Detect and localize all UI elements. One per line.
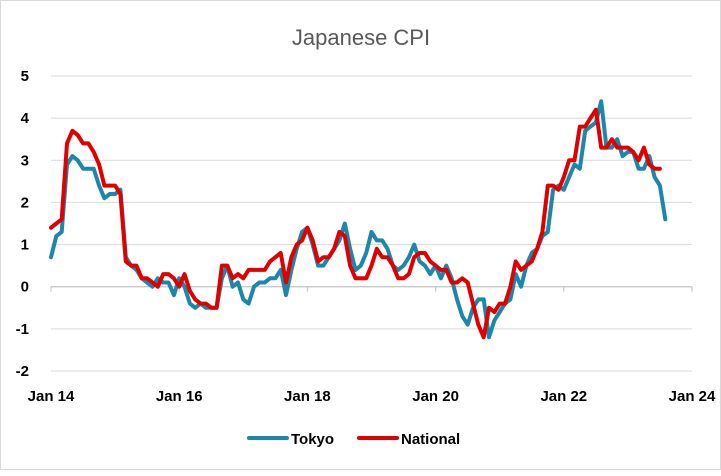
y-tick-label: -1 (16, 321, 29, 338)
x-tick-label: Jan 22 (540, 388, 587, 405)
y-tick-label: -2 (16, 363, 29, 380)
legend: Tokyo National (247, 431, 460, 448)
x-tick-label: Jan 24 (669, 388, 716, 405)
y-tick-label: 0 (21, 279, 29, 296)
series-line-tokyo (49, 99, 668, 340)
y-tick-label: 3 (21, 152, 29, 169)
chart-title: Japanese CPI (292, 25, 430, 50)
series-lines (49, 99, 668, 340)
y-axis: -2 -1 0 1 2 3 4 5 (16, 68, 30, 380)
x-axis: Jan 14 Jan 16 Jan 18 Jan 20 Jan 22 Jan 24 (28, 286, 716, 405)
y-tick-label: 1 (21, 237, 29, 254)
y-tick-label: 2 (21, 194, 29, 211)
series-line-national (49, 107, 662, 340)
x-tick-label: Jan 18 (284, 388, 331, 405)
y-tick-label: 4 (21, 110, 30, 127)
legend-label-national: National (401, 431, 460, 448)
x-tick-label: Jan 14 (28, 388, 75, 405)
x-tick-label: Jan 20 (412, 388, 459, 405)
x-tick-label: Jan 16 (156, 388, 203, 405)
y-tick-label: 5 (21, 68, 29, 85)
legend-label-tokyo: Tokyo (291, 431, 334, 448)
